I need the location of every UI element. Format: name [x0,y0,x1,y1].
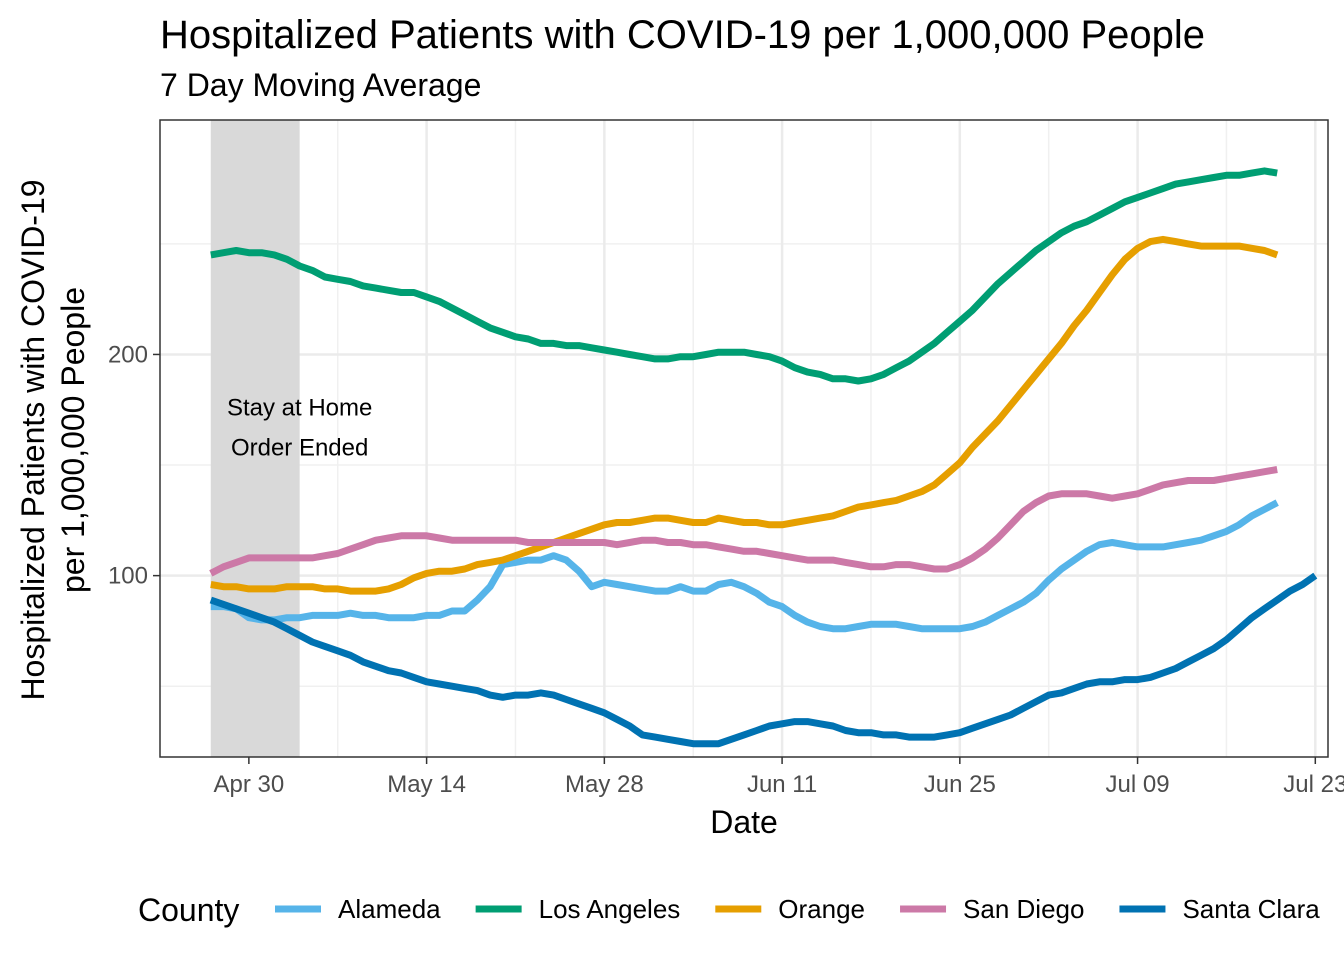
legend: County Alameda Los Angeles Orange San Diego… [138,892,1320,928]
y-tick-label: 200 [108,341,148,368]
x-tick-label: Jul 23 [1283,771,1344,798]
series-line-san-diego [209,466,1278,577]
legend-label-los-angeles: Los Angeles [539,894,681,924]
legend-label-alameda: Alameda [338,894,441,924]
legend-label-san-diego: San Diego [963,894,1084,924]
legend-title: County [138,892,239,928]
annotation-line-2: Order Ended [231,434,368,461]
x-tick-label: Jul 09 [1106,771,1170,798]
x-tick-label: May 28 [565,771,644,798]
chart-title: Hospitalized Patients with COVID-19 per … [160,13,1205,57]
series-line-los-angeles [210,167,1278,385]
legend-label-santa-clara: Santa Clara [1182,894,1320,924]
y-axis-title-line-2: per 1,000,000 People [55,287,91,593]
annotation-line-1: Stay at Home [227,395,372,422]
legend-label-orange: Orange [778,894,865,924]
x-tick-label: Apr 30 [214,771,285,798]
plot-background [160,120,1328,757]
x-tick-label: May 14 [387,771,466,798]
series-lines [209,167,1318,748]
minor-gridlines [160,120,1328,757]
stay-at-home-shaded-region [210,120,300,757]
x-tick-label: Jun 11 [747,771,817,798]
series-line-orange [210,235,1279,595]
x-tick-label: Jun 25 [924,771,996,798]
series-line-alameda [210,499,1279,633]
y-axis-title-line-1: Hospitalized Patients with COVID-19 [15,179,51,700]
x-axis: Apr 30 May 14 May 28 Jun 11 Jun 25 Jul 09 Jul … [214,757,1344,798]
x-axis-title: Date [710,804,778,840]
plot-border [159,119,1329,758]
chart-subtitle: 7 Day Moving Average [160,67,481,103]
y-tick-label: 100 [108,563,148,590]
series-line-santa-clara [209,572,1318,748]
y-axis: 100 200 [108,341,160,590]
